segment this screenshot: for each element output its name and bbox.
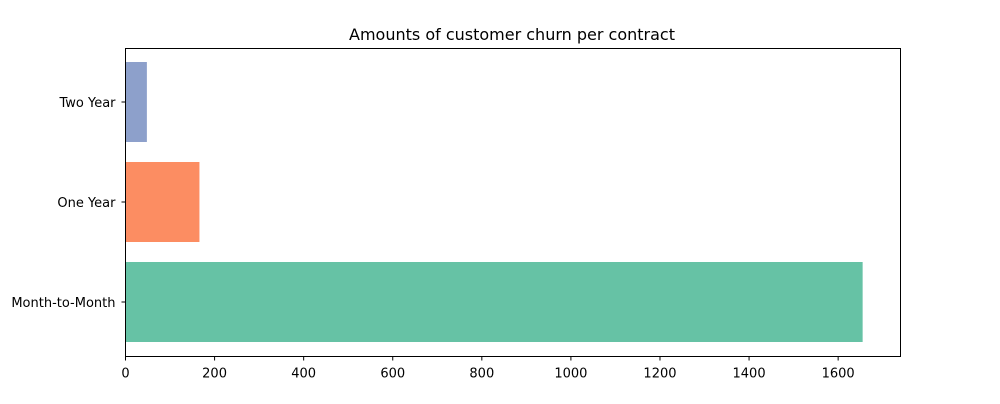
- x-tick-label: 1600: [822, 367, 855, 382]
- x-tick-label: 800: [469, 367, 494, 382]
- x-axis: 0 200 400 600 800 1000 1200 1400 1600: [121, 356, 855, 382]
- x-tick-label: 1200: [643, 367, 676, 382]
- x-tick-label: 200: [202, 367, 227, 382]
- bar-one-year: [125, 162, 200, 242]
- bars-layer: [125, 62, 863, 342]
- x-tick-label: 1400: [733, 367, 766, 382]
- y-tick-label: Two Year: [58, 96, 116, 111]
- bar-two-year: [125, 62, 147, 142]
- x-tick-label: 400: [291, 367, 316, 382]
- y-axis: Month-to-Month One Year Two Year: [11, 96, 126, 311]
- y-tick-label: Month-to-Month: [11, 296, 115, 311]
- y-tick-label: One Year: [57, 196, 116, 211]
- chart-title: Amounts of customer churn per contract: [349, 25, 675, 44]
- x-tick-label: 0: [121, 367, 129, 382]
- x-tick-label: 600: [380, 367, 405, 382]
- bar-month-to-month: [125, 262, 863, 342]
- x-tick-label: 1000: [554, 367, 587, 382]
